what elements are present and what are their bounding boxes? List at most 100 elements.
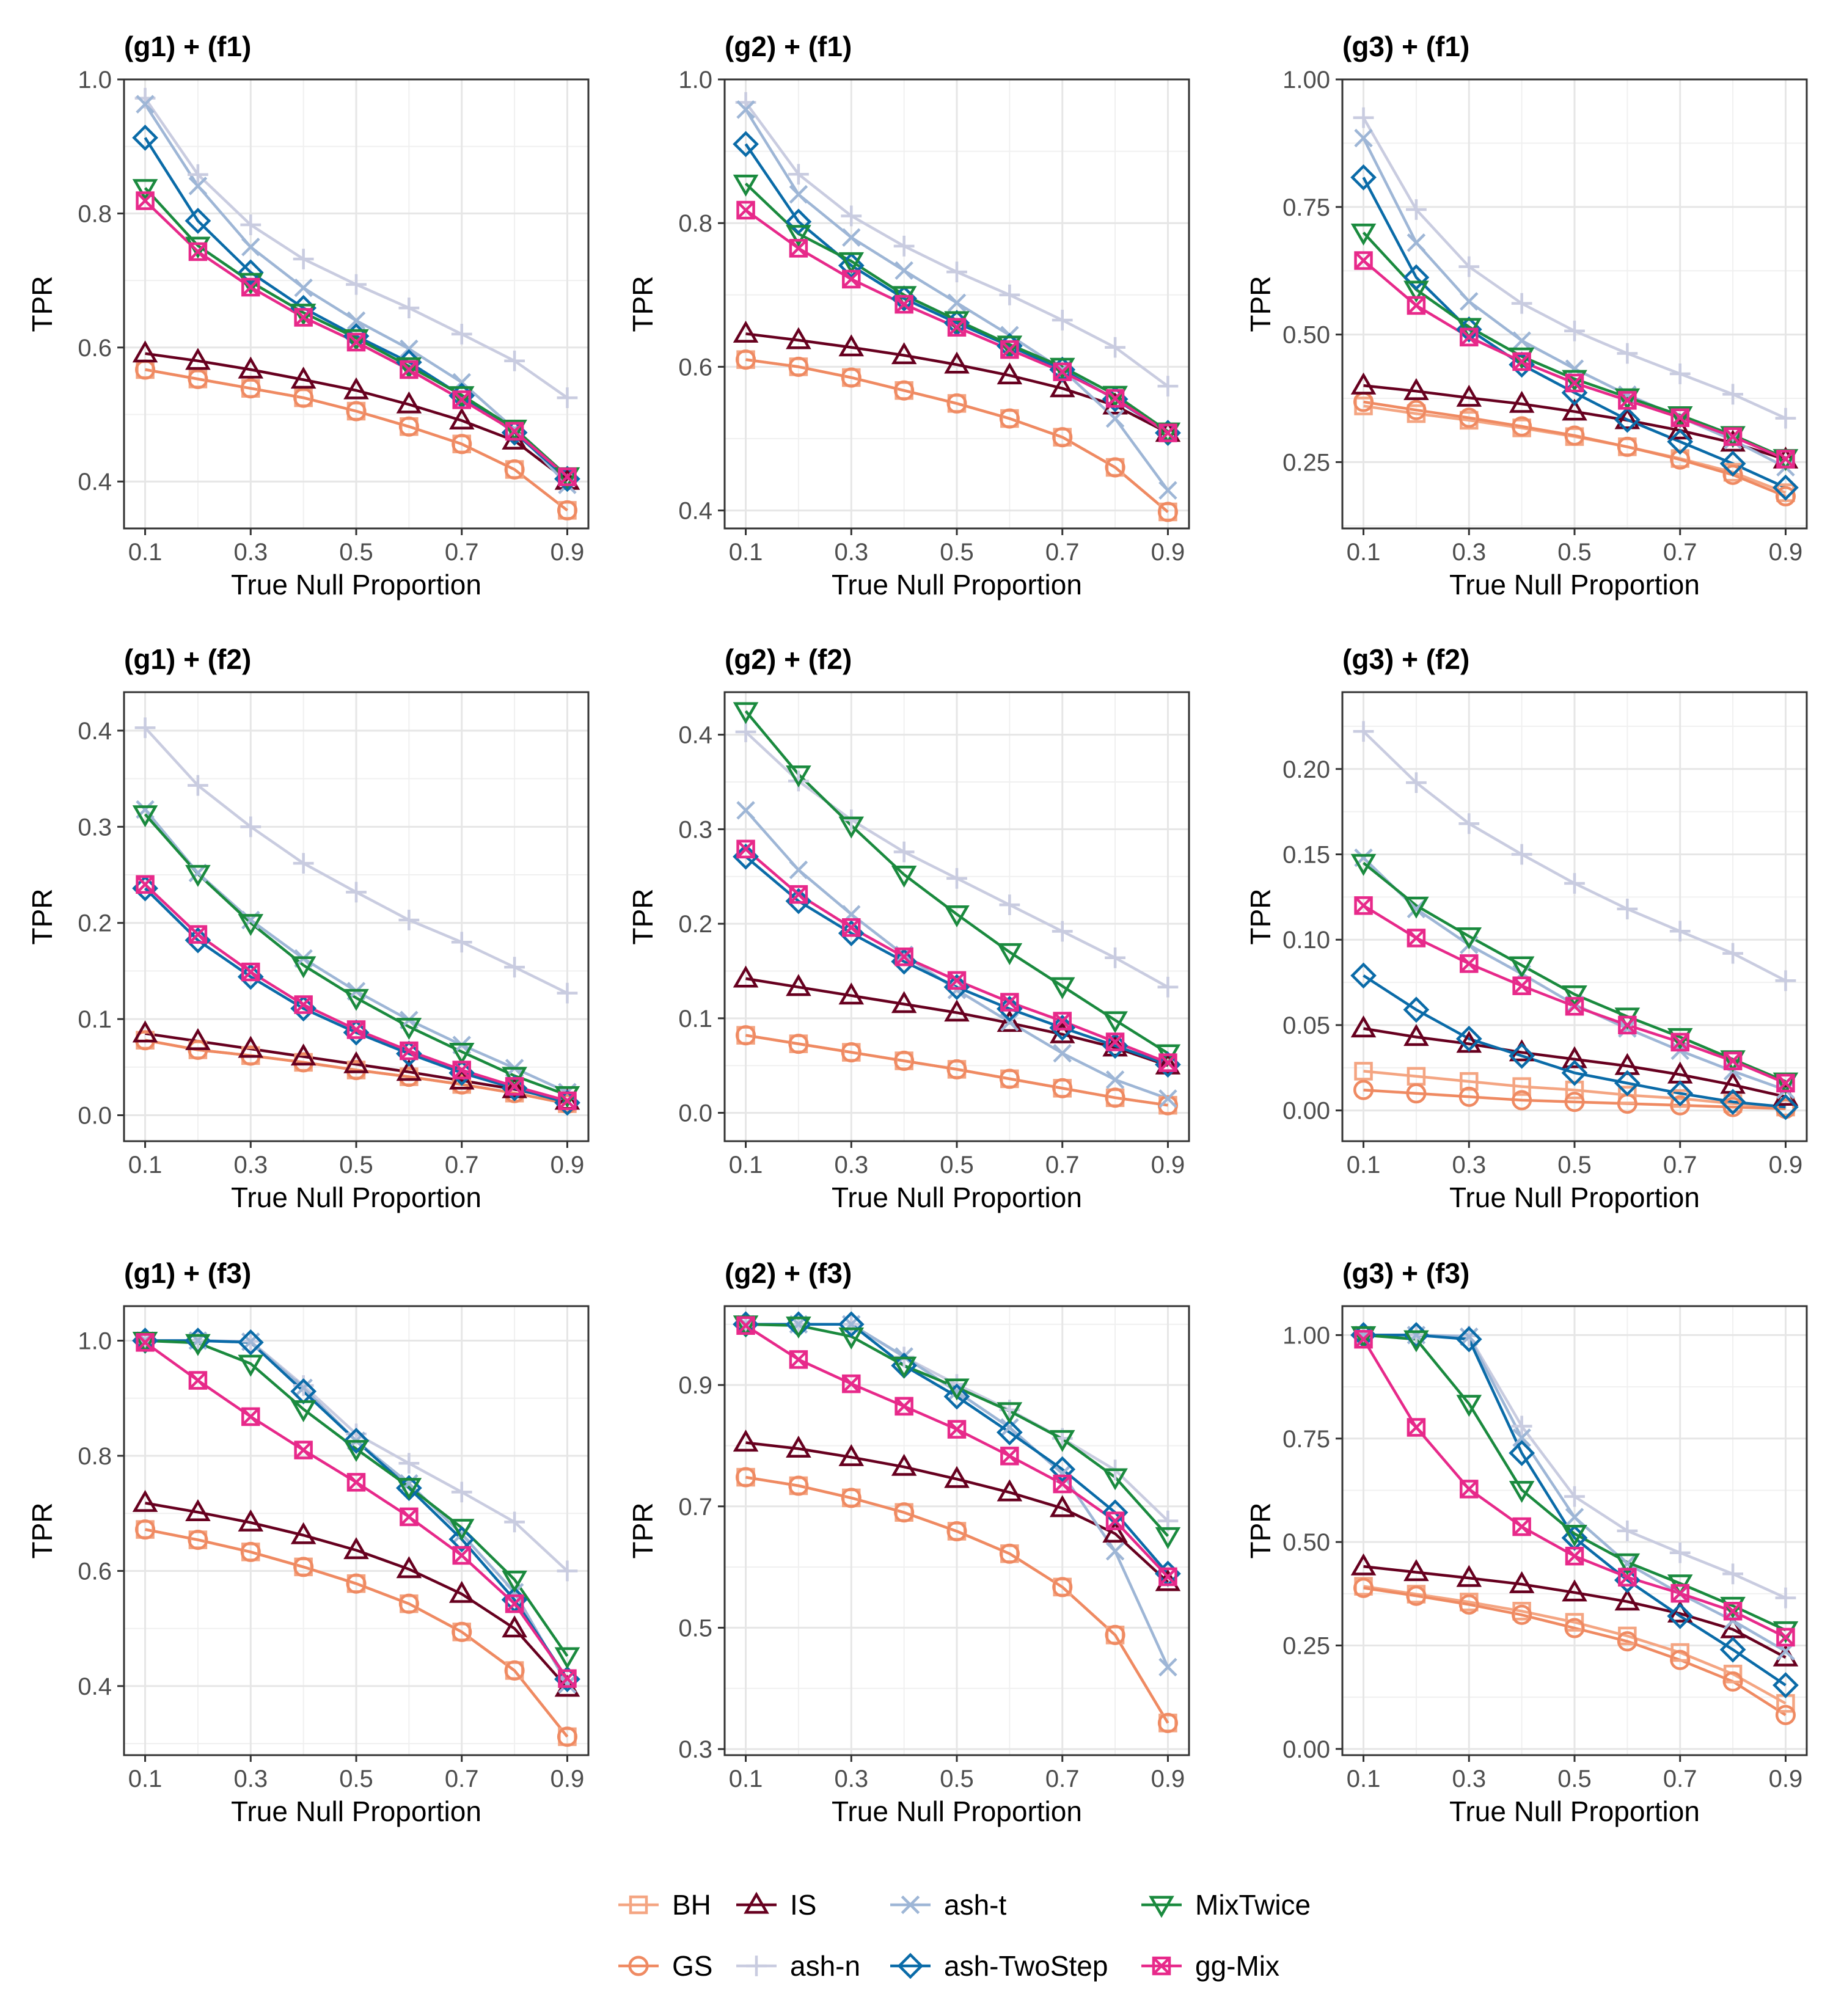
- data-point-ash-t: [1407, 233, 1426, 252]
- data-point-gg-mix: [736, 200, 755, 220]
- x-tick-label: 0.3: [1452, 1766, 1486, 1792]
- data-point-ash-twostep: [343, 1428, 370, 1454]
- data-point-gs: [894, 380, 915, 401]
- data-point-ash-n: [1722, 1563, 1743, 1585]
- panel-g2-f1: (g2) + (f1) 0.1 0.3 0.5 0.7 0.9 0.4 0.6 0.8 1.0 Tr…: [627, 31, 1190, 601]
- data-point-gg-mix: [736, 839, 755, 859]
- data-point-ash-twostep: [1350, 962, 1377, 989]
- y-tick-label: 1.0: [78, 1328, 112, 1355]
- data-point-gg-mix: [736, 1316, 755, 1335]
- y-tick-label: 0.3: [678, 1736, 712, 1763]
- data-point-gg-mix: [188, 925, 208, 944]
- data-point-gg-mix: [1407, 929, 1426, 948]
- data-point-gs: [1512, 416, 1532, 437]
- data-point-gs: [1105, 457, 1125, 478]
- data-point-ash-n: [1353, 721, 1374, 742]
- data-point-gg-mix: [1053, 362, 1072, 381]
- panel-title: (g2) + (f1): [725, 31, 852, 62]
- data-point-ash-n: [1406, 199, 1427, 220]
- data-point-gs: [240, 378, 261, 399]
- data-point-ash-t: [736, 100, 755, 119]
- data-point-ash-n: [557, 387, 578, 408]
- data-point-mixtwice: [185, 864, 211, 887]
- data-point-ash-twostep: [996, 1419, 1023, 1445]
- y-tick-label: 1.00: [1282, 67, 1330, 93]
- legend-label: GS: [672, 1950, 712, 1982]
- data-point-gg-mix: [842, 1374, 861, 1393]
- data-point-gg-mix: [1460, 1480, 1479, 1499]
- panel-g2-f3: (g2) + (f3) 0.1 0.3 0.5 0.7 0.9 0.3 0.5 0.7 0.9 Tr…: [627, 1257, 1190, 1827]
- data-point-gs: [1353, 1079, 1374, 1100]
- data-point-mixtwice: [1667, 406, 1693, 428]
- series-line-is: [1363, 1565, 1787, 1659]
- data-point-gg-mix: [1158, 1567, 1177, 1587]
- data-point-is: [838, 334, 865, 357]
- data-point-mixtwice: [1350, 223, 1377, 246]
- x-tick-label: 0.7: [1663, 1152, 1697, 1178]
- data-point-gg-mix: [1776, 450, 1795, 469]
- data-point-gg-mix: [346, 1473, 366, 1492]
- series-line-ash-twostep: [1363, 1334, 1787, 1687]
- data-point-ash-t: [241, 238, 260, 257]
- series-line-ash-twostep: [144, 887, 568, 1105]
- data-point-gg-mix: [947, 971, 967, 990]
- data-point-gs: [894, 1050, 915, 1072]
- x-tick-label: 0.5: [1557, 539, 1592, 566]
- data-point-gg-mix: [188, 242, 208, 261]
- data-point-mixtwice: [1049, 1430, 1075, 1452]
- data-point-mixtwice: [1049, 977, 1075, 999]
- x-tick-label: 0.3: [233, 539, 268, 566]
- data-point-is: [1350, 372, 1377, 395]
- data-point-gs: [1052, 1078, 1073, 1098]
- data-point-mixtwice: [1614, 1553, 1641, 1576]
- y-tick-label: 0.8: [678, 210, 712, 237]
- series-line-ash-twostep: [1362, 177, 1787, 489]
- data-point-mixtwice: [396, 1478, 422, 1500]
- y-axis-label: TPR: [26, 889, 58, 945]
- panel-g3-f3: (g3) + (f3) 0.1 0.3 0.5 0.7 0.9 0.00 0.25 0.50 0.…: [1245, 1257, 1808, 1827]
- data-point-gg-mix: [1670, 408, 1689, 428]
- data-point-is: [891, 342, 917, 365]
- y-tick-label: 0.6: [78, 1558, 112, 1585]
- data-point-is: [238, 356, 264, 379]
- data-point-gg-mix: [558, 1091, 577, 1111]
- data-point-gg-mix: [1407, 296, 1426, 315]
- panel-g3-f2: (g3) + (f2) 0.1 0.3 0.5 0.7 0.9 0.00 0.05 0.10 0.…: [1245, 643, 1808, 1213]
- x-axis-label: True Null Proportion: [832, 1795, 1082, 1827]
- data-point-gg-mix: [241, 277, 260, 297]
- series-line-bh: [1363, 1070, 1786, 1109]
- data-point-ash-twostep: [1667, 1603, 1694, 1629]
- data-point-ash-t: [1105, 409, 1125, 428]
- x-axis-label: True Null Proportion: [1449, 1795, 1700, 1827]
- data-point-gs: [1564, 1618, 1585, 1638]
- x-tick-label: 0.7: [445, 539, 479, 566]
- y-tick-label: 0.8: [78, 200, 112, 227]
- data-point-gs: [788, 1475, 809, 1496]
- data-point-ash-twostep: [1102, 1499, 1129, 1526]
- y-tick-label: 0.15: [1282, 841, 1330, 868]
- data-point-ash-t: [1354, 128, 1373, 148]
- data-point-is: [396, 1059, 422, 1081]
- y-tick-label: 1.0: [678, 67, 712, 93]
- y-axis-label: TPR: [26, 276, 58, 332]
- series-line-is: [1363, 1027, 1786, 1098]
- y-tick-label: 0.6: [78, 335, 112, 362]
- data-point-ash-n: [240, 816, 262, 838]
- data-point-gg-mix: [1053, 1012, 1072, 1031]
- data-point-ash-n: [999, 894, 1020, 916]
- data-point-gg-mix: [789, 885, 808, 904]
- data-point-mixtwice: [1456, 927, 1482, 950]
- data-point-ash-twostep: [448, 1526, 475, 1553]
- y-tick-label: 0.0: [678, 1100, 712, 1127]
- data-point-mixtwice: [786, 225, 811, 247]
- data-point-is: [1562, 1046, 1587, 1068]
- data-point-gg-mix: [452, 390, 471, 409]
- data-point-ash-twostep: [1667, 1080, 1694, 1107]
- data-point-is: [891, 991, 917, 1013]
- data-point-ash-n: [1353, 107, 1374, 128]
- data-point-gg-mix: [1158, 423, 1177, 442]
- data-point-is: [396, 1556, 422, 1579]
- data-point-gs: [557, 500, 578, 520]
- data-point-is: [1350, 1553, 1377, 1576]
